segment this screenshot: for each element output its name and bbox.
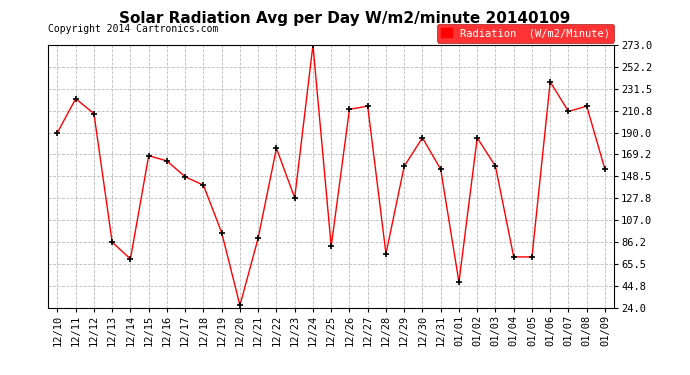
Legend: Radiation  (W/m2/Minute): Radiation (W/m2/Minute) — [437, 24, 614, 43]
Text: Copyright 2014 Cartronics.com: Copyright 2014 Cartronics.com — [48, 24, 219, 34]
Text: Solar Radiation Avg per Day W/m2/minute 20140109: Solar Radiation Avg per Day W/m2/minute … — [119, 11, 571, 26]
